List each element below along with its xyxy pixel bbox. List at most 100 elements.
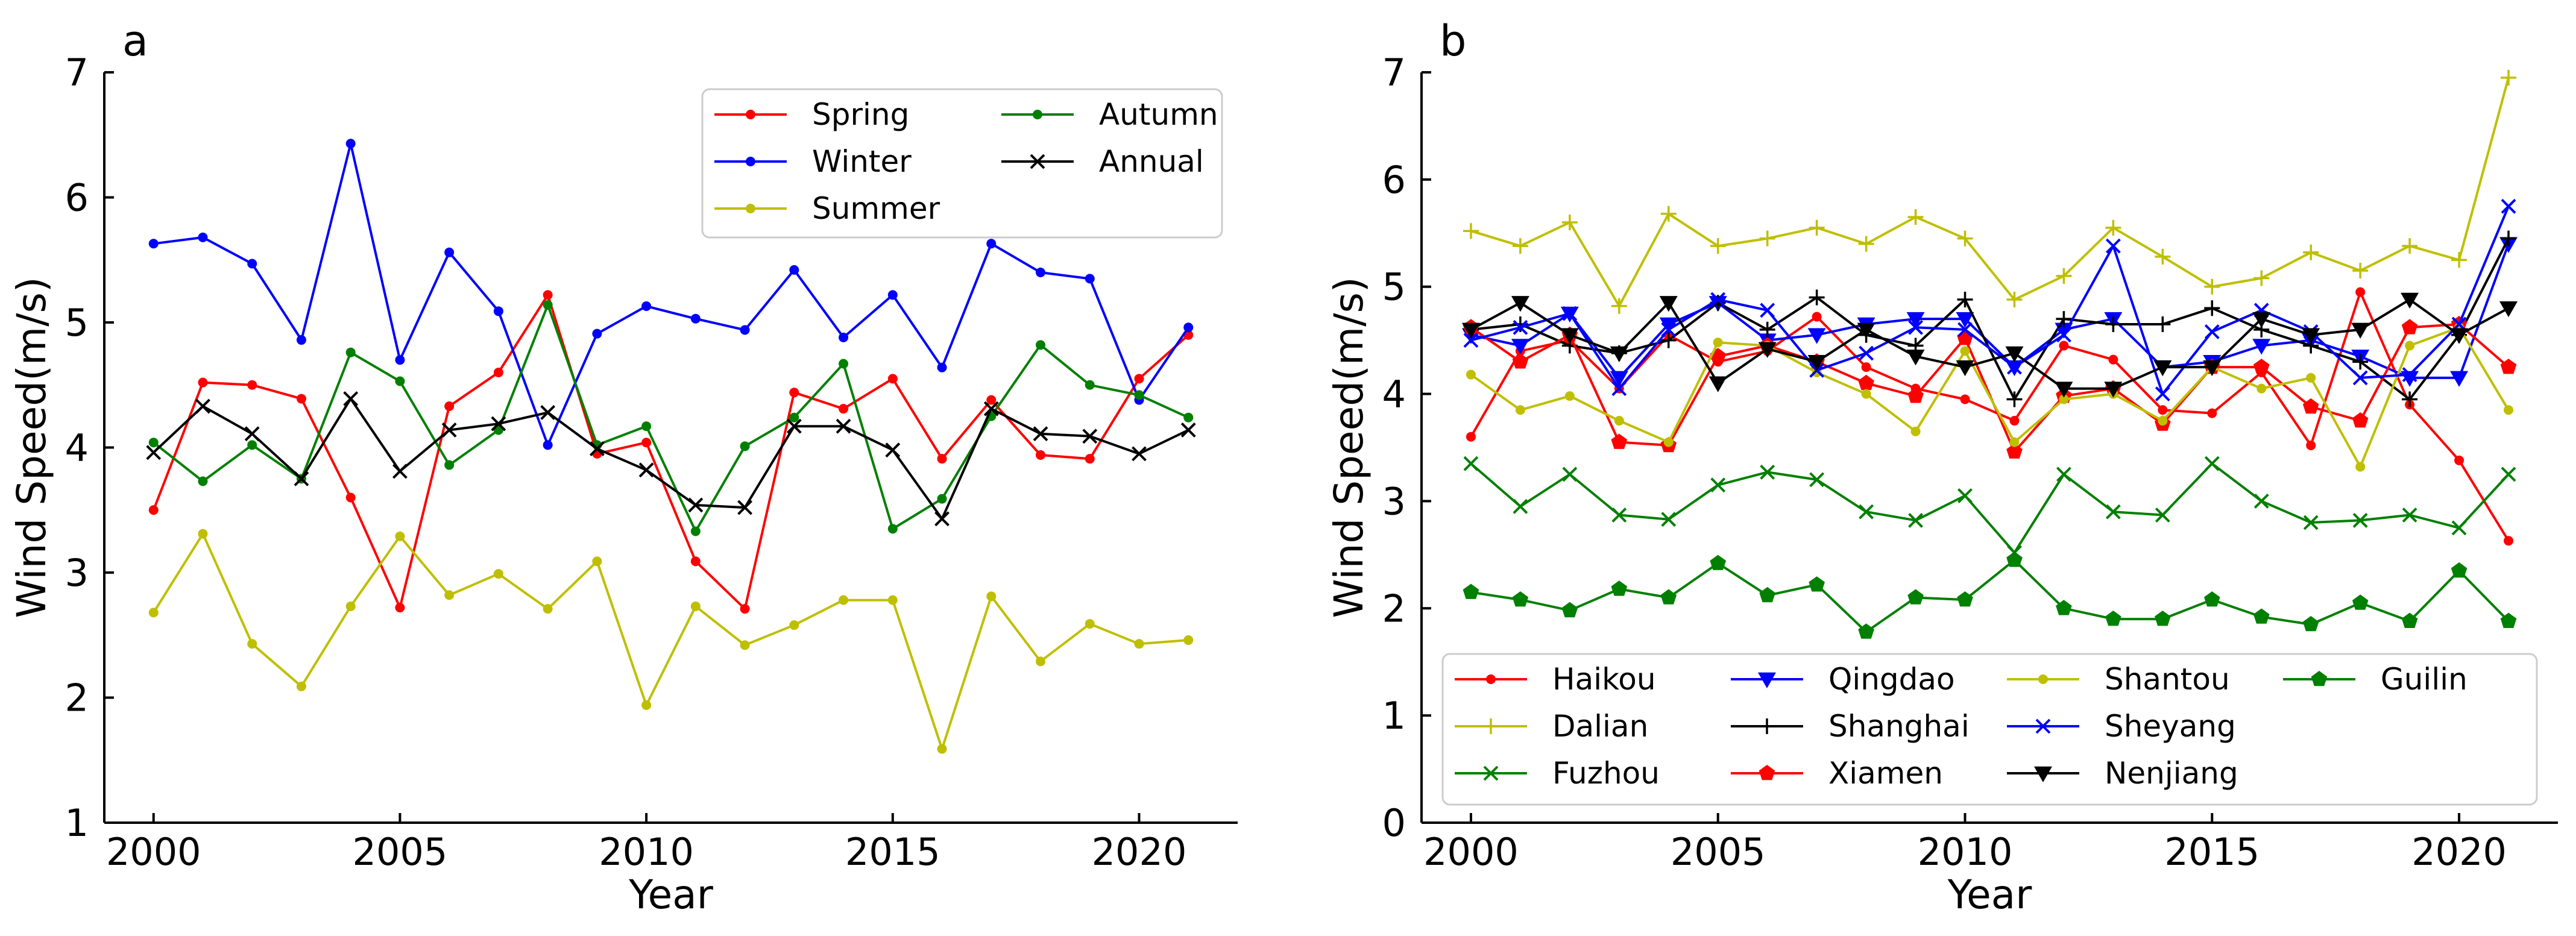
data-point: [1614, 416, 1624, 426]
y-tick-label: 3: [65, 551, 89, 595]
data-point: [1560, 328, 1579, 344]
series-line-summer: [153, 532, 1189, 750]
data-point: [1561, 601, 1578, 618]
data-point: [2402, 507, 2417, 523]
series-line-haikou: [1470, 291, 2510, 542]
data-point: [2401, 292, 2419, 309]
data-point: [934, 511, 949, 527]
data-point: [690, 313, 701, 324]
data-point: [2355, 287, 2366, 297]
legend-entry: Fuzhou: [1455, 756, 1660, 791]
data-point: [789, 265, 799, 275]
data-point: [1082, 429, 1098, 444]
x-tick-label: 2000: [106, 830, 201, 874]
chart-panel-b: 0 1 2 3 4 5 6 7 2000 2005 2010 2015 2020 Year Wind Spe…: [1326, 16, 2558, 918]
legend-label: Autumn: [1099, 97, 1218, 132]
data-point: [1908, 319, 1923, 335]
data-point: [543, 290, 553, 300]
data-point: [1809, 472, 1825, 488]
legend-frame: [1441, 653, 2538, 806]
data-point: [1515, 405, 1525, 415]
data-point: [198, 232, 208, 242]
data-point: [2501, 230, 2517, 247]
data-point: [986, 395, 997, 405]
legend-marker: [1033, 110, 1042, 119]
data-point: [1463, 223, 1479, 239]
data-point: [444, 401, 455, 412]
data-point: [2059, 341, 2069, 351]
series-guilin: [1463, 551, 2517, 639]
data-point: [1957, 230, 1973, 247]
data-point: [786, 418, 802, 434]
data-point: [247, 639, 257, 649]
data-point: [247, 259, 257, 269]
data-point: [148, 438, 159, 448]
data-point: [1907, 589, 1924, 605]
data-point: [540, 404, 556, 420]
data-point: [986, 239, 997, 249]
data-point: [1957, 591, 1973, 607]
data-point: [740, 441, 750, 451]
data-point: [1085, 619, 1095, 629]
data-point: [2252, 339, 2271, 355]
data-point: [690, 526, 701, 536]
data-point: [2352, 354, 2369, 370]
data-point: [836, 418, 851, 434]
series-dalian: [1463, 69, 2517, 314]
data-point: [2155, 248, 2171, 265]
data-point: [395, 355, 405, 365]
data-point: [1809, 219, 1825, 236]
legend-entry: Shantou: [2007, 662, 2230, 697]
data-point: [1512, 353, 1529, 369]
data-point: [2500, 612, 2517, 628]
legend-entry: Guilin: [2283, 662, 2467, 697]
series-summer: [148, 529, 1194, 754]
data-point: [1611, 298, 1627, 314]
data-point: [2104, 382, 2123, 398]
data-point: [1861, 389, 1871, 399]
data-point: [2256, 383, 2267, 394]
data-point: [2204, 300, 2220, 316]
legend-entry: Summer: [714, 191, 940, 226]
data-point: [1461, 322, 1480, 339]
data-point: [491, 416, 506, 432]
data-point: [1708, 376, 1727, 392]
data-point: [1611, 381, 1627, 397]
x-axis-label: Year: [628, 872, 714, 918]
data-point: [345, 492, 356, 503]
data-point: [1759, 230, 1775, 247]
data-point: [543, 604, 553, 614]
data-point: [395, 376, 405, 386]
data-point: [2454, 455, 2464, 465]
data-point: [2402, 238, 2418, 254]
data-point: [1132, 446, 1147, 462]
data-point: [2009, 437, 2020, 447]
data-point: [1710, 554, 1727, 570]
data-point: [2501, 69, 2517, 86]
data-point: [247, 380, 257, 390]
data-point: [1564, 391, 1575, 401]
data-point: [1858, 374, 1874, 391]
data-point: [1760, 464, 1775, 480]
data-point: [641, 301, 652, 312]
y-tick-label: 5: [1382, 265, 1406, 309]
legend-marker: [2034, 766, 2052, 782]
data-point: [2450, 371, 2469, 387]
data-point: [2499, 301, 2518, 318]
data-point: [1710, 292, 1726, 307]
y-tick-label: 6: [1382, 158, 1406, 202]
series-winter: [148, 139, 1194, 450]
panel-label: a: [122, 16, 148, 66]
data-point: [937, 362, 947, 372]
data-point: [2504, 405, 2514, 415]
data-point: [1611, 507, 1627, 523]
legend-marker: [1759, 765, 1775, 781]
data-point: [1183, 635, 1194, 645]
data-point: [737, 500, 753, 515]
data-point: [2402, 391, 2418, 407]
data-point: [1033, 426, 1048, 442]
data-point: [1561, 215, 1578, 230]
data-point: [1660, 206, 1677, 222]
data-point: [789, 620, 799, 630]
data-point: [1957, 322, 1973, 338]
